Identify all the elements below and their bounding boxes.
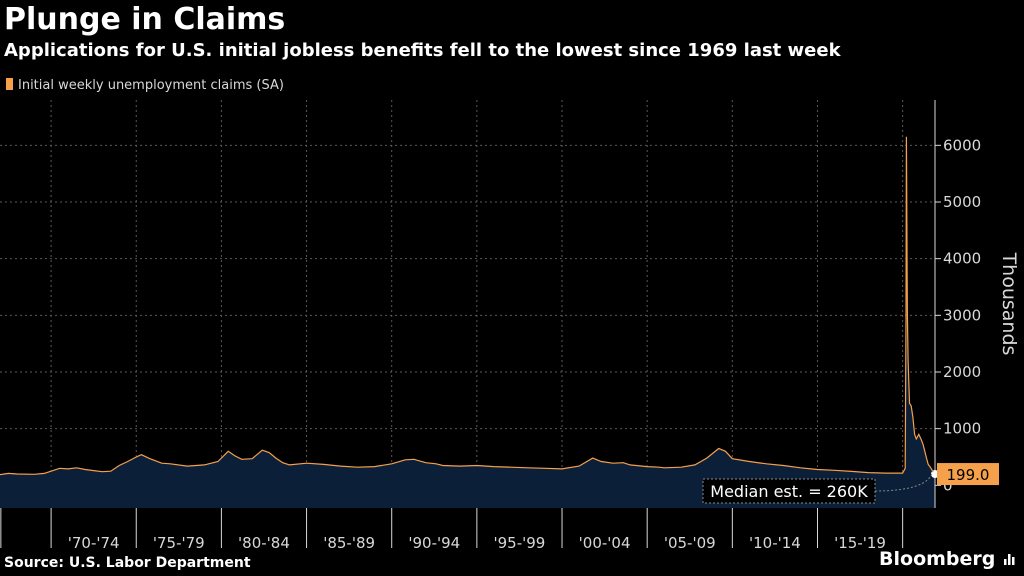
x-tick-label: '15-'19 bbox=[834, 534, 886, 552]
bloomberg-logo: Bloomberg bbox=[879, 548, 1016, 570]
x-tick-label: '75-'79 bbox=[153, 534, 205, 552]
brand-label: Bloomberg bbox=[879, 548, 996, 570]
series-line bbox=[0, 136, 936, 476]
y-tick-label: 5000 bbox=[943, 193, 981, 211]
x-tick-label: '95-'99 bbox=[494, 534, 546, 552]
x-tick-label: '10-'14 bbox=[749, 534, 801, 552]
y-tick-label: 6000 bbox=[943, 136, 981, 154]
x-tick-label: '00-'04 bbox=[579, 534, 631, 552]
y-tick-label: 0 bbox=[943, 476, 953, 494]
x-tick-label: '85-'89 bbox=[323, 534, 375, 552]
median-estimate-box bbox=[702, 478, 876, 504]
y-tick-label: 4000 bbox=[943, 250, 981, 268]
legend-swatch bbox=[6, 78, 13, 90]
chart-title: Plunge in Claims bbox=[4, 2, 286, 37]
legend: Initial weekly unemployment claims (SA) bbox=[6, 78, 284, 93]
annotations: 199.0 Median est. = 260K bbox=[702, 463, 999, 504]
latest-value-badge bbox=[937, 463, 999, 486]
x-tick-label: '90-'94 bbox=[408, 534, 460, 552]
chart-subtitle: Applications for U.S. initial jobless be… bbox=[4, 40, 841, 61]
axes: 0 1000 2000 3000 4000 5000 6000 '70-'74 '75-'79 '… bbox=[0, 100, 1020, 552]
y-tick-label: 3000 bbox=[943, 306, 981, 324]
y-tick-label: 2000 bbox=[943, 363, 981, 381]
series-area bbox=[0, 136, 936, 509]
source-note: Source: U.S. Labor Department bbox=[4, 555, 251, 571]
median-estimate-label: Median est. = 260K bbox=[710, 482, 868, 501]
legend-label: Initial weekly unemployment claims (SA) bbox=[18, 78, 284, 93]
median-leader-line bbox=[874, 470, 934, 492]
grid bbox=[0, 100, 935, 508]
x-tick-label: '05-'09 bbox=[664, 534, 716, 552]
x-tick-label: '80-'84 bbox=[238, 534, 290, 552]
latest-value-label: 199.0 bbox=[947, 466, 990, 484]
bloomberg-mark-icon bbox=[1004, 554, 1015, 565]
y-axis-title: Thousands bbox=[998, 252, 1020, 356]
y-tick-label: 1000 bbox=[943, 420, 981, 438]
series-area-fill bbox=[0, 136, 935, 509]
x-tick-label: '70-'74 bbox=[68, 534, 120, 552]
